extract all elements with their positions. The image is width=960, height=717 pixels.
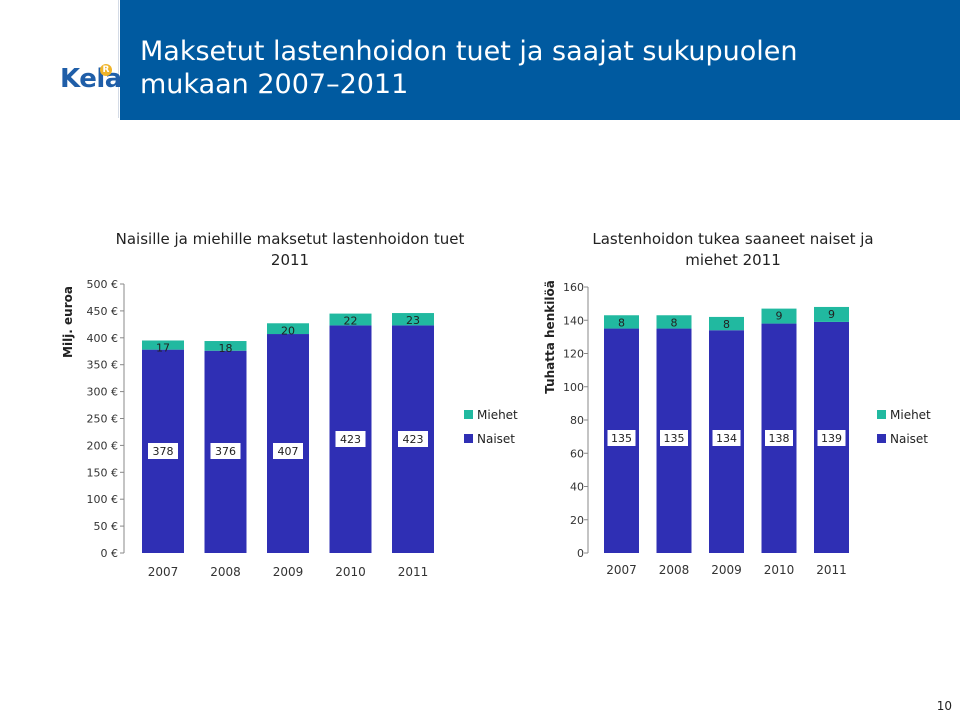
chart-0-y-tick-label: 250 € [87, 413, 119, 426]
bar-miehet-2007 [142, 340, 184, 350]
legend-label-miehet: Miehet [890, 408, 931, 422]
chart-1-y-tick-label: 100 [563, 381, 584, 394]
bar-miehet-2011 [392, 313, 434, 326]
data-label-bg [765, 430, 793, 446]
data-label-miehet-2008: 18 [219, 342, 233, 355]
category-label-2007: 2007 [148, 565, 179, 579]
data-label-bg [712, 430, 741, 446]
data-label-bg [398, 431, 428, 447]
data-label-naiset-2007: 378 [153, 445, 174, 458]
chart-0-y-tick-label: 50 € [94, 520, 119, 533]
chart-1-y-tick-label: 40 [570, 481, 584, 494]
category-label-2011: 2011 [816, 563, 847, 577]
data-label-naiset-2011: 423 [403, 433, 424, 446]
legend-swatch-naiset [877, 434, 886, 443]
page-title-line-2: mukaan 2007–2011 [140, 69, 409, 100]
page-title-line-1: Maksetut lastenhoidon tuet ja saajat suk… [140, 36, 798, 67]
category-label-2011: 2011 [398, 565, 429, 579]
data-label-miehet-2009: 8 [723, 318, 730, 331]
bar-miehet-2008 [204, 341, 247, 351]
data-label-naiset-2008: 135 [664, 432, 685, 445]
category-label-2007: 2007 [606, 563, 637, 577]
data-label-miehet-2007: 17 [156, 341, 170, 354]
data-label-naiset-2008: 376 [215, 445, 236, 458]
chart-1-y-tick-label: 60 [570, 447, 584, 460]
category-label-2010: 2010 [764, 563, 795, 577]
legend-swatch-naiset [464, 434, 473, 443]
data-label-miehet-2008: 8 [671, 316, 678, 329]
logo-area: Kela R [0, 0, 122, 118]
data-label-naiset-2009: 407 [278, 445, 299, 458]
chart-0-title-line-2: 2011 [271, 251, 309, 269]
chart-0-y-tick-label: 500 € [87, 278, 119, 291]
data-label-miehet-2011: 23 [406, 314, 420, 327]
category-label-2009: 2009 [711, 563, 742, 577]
bar-miehet-2009 [267, 323, 309, 335]
bar-miehet-2010 [761, 308, 797, 324]
bar-miehet-2008 [656, 315, 692, 329]
chart-0-y-tick-label: 200 € [87, 439, 119, 452]
data-label-bg [660, 430, 688, 446]
chart-1-ylabel: Tuhatta henkilöä [543, 280, 557, 394]
category-label-2008: 2008 [210, 565, 241, 579]
data-label-naiset-2009: 134 [716, 432, 737, 445]
chart-0-y-tick-label: 100 € [87, 493, 119, 506]
chart-1-y-tick-label: 20 [570, 514, 584, 527]
data-label-miehet-2009: 20 [281, 324, 295, 337]
chart-1-y-tick-label: 0 [577, 547, 584, 560]
legend-swatch-miehet [464, 410, 473, 419]
title-bar: Maksetut lastenhoidon tuet ja saajat suk… [120, 0, 960, 120]
legend-label-naiset: Naiset [890, 432, 928, 446]
chart-1-y-tick-label: 140 [563, 314, 584, 327]
category-label-2009: 2009 [273, 565, 304, 579]
data-label-bg [607, 430, 636, 446]
data-label-naiset-2010: 423 [340, 433, 361, 446]
chart-1-y-tick-label: 160 [563, 281, 584, 294]
chart-1-y-tick-label: 120 [563, 348, 584, 361]
legend-label-miehet: Miehet [477, 408, 518, 422]
bar-miehet-2007 [604, 315, 639, 329]
data-label-miehet-2010: 22 [344, 315, 358, 328]
page-title: Maksetut lastenhoidon tuet ja saajat suk… [140, 35, 920, 101]
category-label-2010: 2010 [335, 565, 366, 579]
chart-1-title: Lastenhoidon tukea saaneet naiset ja [592, 230, 873, 248]
header: Kela R Maksetut lastenhoidon tuet ja saa… [0, 0, 960, 120]
chart-0-y-tick-label: 300 € [87, 386, 119, 399]
legend-label-naiset: Naiset [477, 432, 515, 446]
registered-mark-icon: R [100, 64, 112, 76]
data-label-naiset-2007: 135 [611, 432, 632, 445]
data-label-naiset-2010: 138 [769, 432, 790, 445]
page-number: 10 [936, 699, 952, 713]
chart-0-y-tick-label: 450 € [87, 305, 119, 318]
bar-miehet-2010 [329, 313, 372, 326]
data-label-bg [335, 431, 366, 447]
chart-0-y-tick-label: 400 € [87, 332, 119, 345]
bar-miehet-2009 [709, 316, 744, 331]
chart-0-ylabel: Milj. euroa [61, 286, 75, 358]
data-label-miehet-2007: 8 [618, 316, 625, 329]
data-label-bg [273, 443, 303, 459]
chart-0-title: Naisille ja miehille maksetut lastenhoid… [116, 230, 465, 248]
chart-0-y-tick-label: 150 € [87, 466, 119, 479]
data-label-miehet-2011: 9 [828, 308, 835, 321]
data-label-naiset-2011: 139 [821, 432, 842, 445]
chart-1-title-line-2: miehet 2011 [685, 251, 781, 269]
bar-miehet-2011 [814, 306, 849, 322]
data-label-bg [210, 443, 241, 459]
legend-swatch-miehet [877, 410, 886, 419]
chart-1-y-tick-label: 80 [570, 414, 584, 427]
data-label-miehet-2010: 9 [776, 310, 783, 323]
category-label-2008: 2008 [659, 563, 690, 577]
chart-0-y-tick-label: 350 € [87, 359, 119, 372]
chart-0-y-tick-label: 0 € [101, 547, 119, 560]
data-label-bg [148, 443, 178, 459]
data-label-bg [817, 430, 846, 446]
